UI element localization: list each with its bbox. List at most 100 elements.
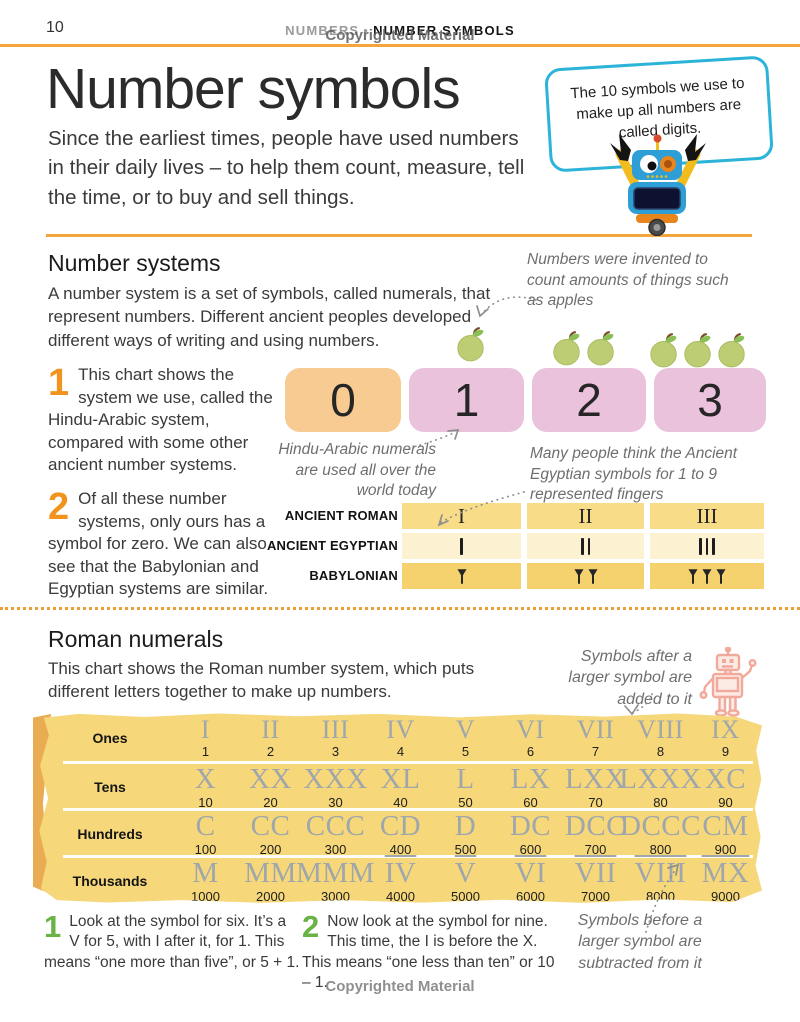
chart-roman-numeral: CCC <box>305 809 366 842</box>
apple-icon <box>716 332 748 368</box>
wedge-icon <box>588 569 598 584</box>
chart-cell: VI 6000 <box>498 856 563 904</box>
annotation-hindu-arabic: Hindu-Arabic numerals are used all over … <box>278 441 436 500</box>
chart-cell: CC 200 <box>238 809 303 856</box>
bottom-step-1: 1 Look at the symbol for six. It’s a V fo… <box>44 909 300 973</box>
chart-value: 8 <box>656 744 665 759</box>
chart-roman-numeral: CC <box>250 809 291 842</box>
chart-cell: II 2 <box>238 715 303 759</box>
chart-value: 40 <box>393 794 408 810</box>
apple-group-1 <box>455 326 487 362</box>
chart-roman-numeral: XC <box>704 762 747 795</box>
bottom-step-2-numeral: 2 <box>302 909 320 944</box>
comparison-cell <box>650 533 764 559</box>
chart-cell: IV 4000 <box>368 856 433 904</box>
header-separator: • <box>363 23 370 38</box>
apple-icon <box>682 332 714 368</box>
chart-value: 6000 <box>516 888 545 904</box>
mid-rule <box>46 234 752 237</box>
chart-roman-numeral: IV <box>384 856 417 889</box>
roman-numeral: I <box>458 503 465 528</box>
chart-roman-numeral: VI <box>514 856 547 889</box>
comparison-cell <box>650 563 764 589</box>
chart-value: 70 <box>588 794 603 810</box>
chart-row-label: Hundreds <box>77 825 143 842</box>
wedge-icon <box>716 569 726 584</box>
bottom-step-2: 2 Now look at the symbol for nine. This t… <box>302 909 558 993</box>
comparison-row: I II III <box>402 503 764 529</box>
chart-row: Hundreds C 100 CC 200 CCC 300 CD 400 D 500 DC 600 DCC… <box>39 809 762 857</box>
chart-row-label: Thousands <box>72 872 148 889</box>
chart-value: 2000 <box>256 888 285 904</box>
comparison-cell: III <box>650 503 764 529</box>
chart-cell: D 500 <box>433 809 498 856</box>
step-2: 2 Of all these number systems, only ours … <box>48 488 298 601</box>
egyptian-stroke <box>712 537 715 555</box>
chart-value: 20 <box>263 794 278 810</box>
chart-value: 1 <box>201 744 210 759</box>
chart-cell: XXX 30 <box>303 764 368 809</box>
comparison-cell <box>527 563 644 589</box>
annotation-added: Symbols after a larger symbol are added … <box>568 648 692 708</box>
chart-roman-numeral: V <box>455 715 476 744</box>
chart-cell: M 1000 <box>173 858 238 904</box>
chart-value: 4 <box>396 744 405 759</box>
annotation-egyptian: Many people think the Ancient Egyptian s… <box>530 445 738 504</box>
wedge-icon <box>688 569 698 584</box>
chart-value: 6 <box>526 744 535 759</box>
comparison-cell <box>402 533 521 559</box>
chart-cell: VIII 8000 <box>628 858 693 903</box>
step-1-numeral: 1 <box>48 362 70 404</box>
apple-icon <box>648 332 680 368</box>
chart-cell: IX 9 <box>693 717 758 759</box>
step-2-numeral: 2 <box>48 486 70 528</box>
robot-mascot-icon <box>610 134 706 236</box>
chart-roman-numeral: II <box>261 715 280 744</box>
annotation-subtracted: Symbols before a larger symbol are subtr… <box>577 912 703 972</box>
chart-value: 100 <box>194 841 217 857</box>
chart-value: 900 <box>714 841 737 857</box>
chart-roman-numeral: D <box>454 809 477 842</box>
chart-roman-numeral: V <box>454 856 477 889</box>
wedge-icon <box>457 569 467 584</box>
chart-roman-numeral: L <box>456 762 475 795</box>
comparison-cell: I <box>402 503 521 529</box>
chart-value: 4000 <box>386 888 415 904</box>
header-section: NUMBERS <box>285 23 360 38</box>
row-separator <box>63 855 753 858</box>
wedge-icon <box>574 569 584 584</box>
chart-cell: VIII 8 <box>628 717 693 759</box>
chart-cell: VII 7000 <box>563 858 628 903</box>
egyptian-stroke <box>580 537 584 555</box>
comparison-row-label: ANCIENT ROMAN <box>284 508 398 523</box>
chart-cell: LX 60 <box>498 764 563 809</box>
chart-roman-numeral: CM <box>702 809 749 842</box>
apple-icon <box>455 326 487 362</box>
roman-numeral: II <box>578 503 593 528</box>
egyptian-stroke <box>460 537 463 555</box>
chart-cell: V 5000 <box>433 856 498 903</box>
chart-value: 10 <box>198 794 213 810</box>
chart-value: 9000 <box>711 888 740 904</box>
chart-roman-numeral: LXX <box>564 762 627 795</box>
header-topic: NUMBER SYMBOLS <box>373 23 515 38</box>
apple-icon <box>585 330 617 366</box>
chart-roman-numeral: MM <box>244 856 297 889</box>
bottom-step-1-numeral: 1 <box>44 909 62 944</box>
comparison-cell: II <box>527 503 644 529</box>
running-header: NUMBERS • NUMBER SYMBOLS <box>285 23 515 38</box>
number-systems-body: A number system is a set of symbols, cal… <box>48 284 491 350</box>
apple-group-2 <box>551 330 617 366</box>
robot-outline-icon <box>699 647 757 717</box>
top-rule <box>0 44 800 47</box>
chart-row-label: Tens <box>94 778 126 795</box>
digit-box-3: 3 <box>654 368 766 432</box>
chart-value: 1000 <box>191 888 220 904</box>
wedge-icon <box>702 569 712 584</box>
chart-cell: L 50 <box>433 762 498 809</box>
chart-roman-numeral: MX <box>701 856 750 889</box>
egyptian-stroke <box>587 537 591 555</box>
chart-cell: MX 9000 <box>693 856 758 904</box>
digit-box-0: 0 <box>285 368 401 432</box>
